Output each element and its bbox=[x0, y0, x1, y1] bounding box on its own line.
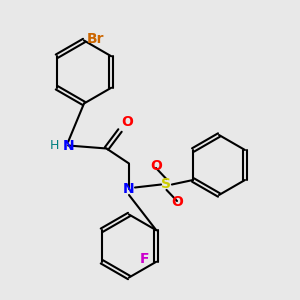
Text: N: N bbox=[62, 139, 74, 152]
Text: O: O bbox=[122, 115, 134, 129]
Text: N: N bbox=[123, 182, 135, 196]
Text: H: H bbox=[50, 139, 60, 152]
Text: F: F bbox=[139, 252, 149, 266]
Text: O: O bbox=[171, 196, 183, 209]
Text: S: S bbox=[161, 178, 172, 191]
Text: O: O bbox=[150, 160, 162, 173]
Text: Br: Br bbox=[86, 32, 104, 46]
